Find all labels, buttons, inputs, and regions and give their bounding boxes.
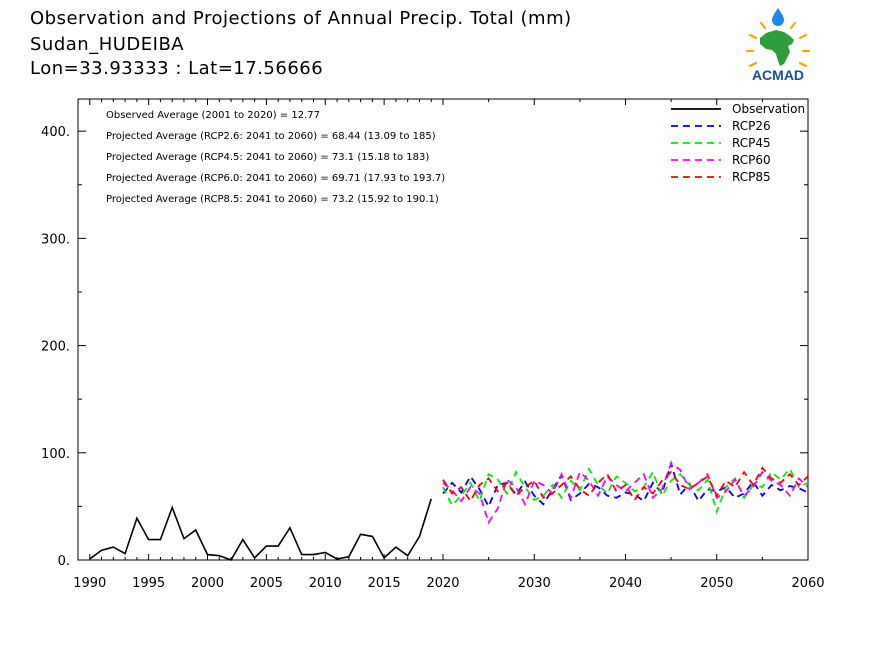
annotation-line: Observed Average (2001 to 2020) = 12.77	[106, 110, 320, 121]
x-tick-label: 2050	[700, 576, 733, 591]
series-layer	[89, 460, 809, 561]
x-tick-label: 1995	[132, 576, 165, 591]
series-line-rcp85	[442, 466, 809, 503]
annotation-line: Projected Average (RCP4.5: 2041 to 2060)…	[106, 152, 429, 163]
coordinates: Lon=33.93333 : Lat=17.56666	[30, 58, 324, 79]
annotation-line: Projected Average (RCP6.0: 2041 to 2060)…	[106, 173, 445, 184]
annotation-line: Projected Average (RCP2.6: 2041 to 2060)…	[106, 131, 436, 142]
annotation-line: Projected Average (RCP8.5: 2041 to 2060)…	[106, 194, 439, 205]
legend-label: RCP85	[732, 170, 771, 184]
x-tick-label: 2005	[250, 576, 283, 591]
series-line-rcp60	[442, 462, 809, 525]
x-tick-label: 2015	[368, 576, 401, 591]
logo-text: ACMAD	[752, 67, 804, 83]
location-name: Sudan_HUDEIBA	[30, 34, 185, 55]
x-tick-label: 2010	[309, 576, 342, 591]
raindrop-icon	[772, 8, 784, 26]
x-tick-label: 2040	[609, 576, 642, 591]
x-tick-label: 1990	[73, 576, 106, 591]
x-tick-label: 2030	[518, 576, 551, 591]
africa-icon	[760, 30, 794, 66]
legend-label: Observation	[732, 102, 805, 116]
y-tick-label: 100.	[41, 447, 70, 462]
series-line-rcp26	[442, 460, 809, 509]
series-line-observation	[89, 498, 432, 561]
legend-label: RCP60	[732, 153, 771, 167]
legend-label: RCP26	[732, 119, 771, 133]
x-tick-label: 2020	[426, 576, 459, 591]
legend-label: RCP45	[732, 136, 771, 150]
acmad-logo: ACMAD	[745, 8, 811, 83]
axis-ticks: 0. 100. 200. 300. 400. 1990 1995 2000 2005 2010 20…	[41, 99, 825, 591]
legend: Observation RCP26 RCP45 RCP60 RCP85	[671, 102, 805, 184]
y-tick-label: 200.	[41, 340, 70, 355]
x-tick-label: 2000	[191, 576, 224, 591]
x-tick-label: 2060	[791, 576, 824, 591]
annotations: Observed Average (2001 to 2020) = 12.77 P…	[106, 110, 445, 205]
y-tick-label: 400.	[41, 125, 70, 140]
y-tick-label: 0.	[58, 554, 70, 569]
y-tick-label: 300.	[41, 232, 70, 247]
chart-title: Observation and Projections of Annual Pr…	[30, 8, 572, 29]
series-line-rcp45	[442, 466, 809, 515]
